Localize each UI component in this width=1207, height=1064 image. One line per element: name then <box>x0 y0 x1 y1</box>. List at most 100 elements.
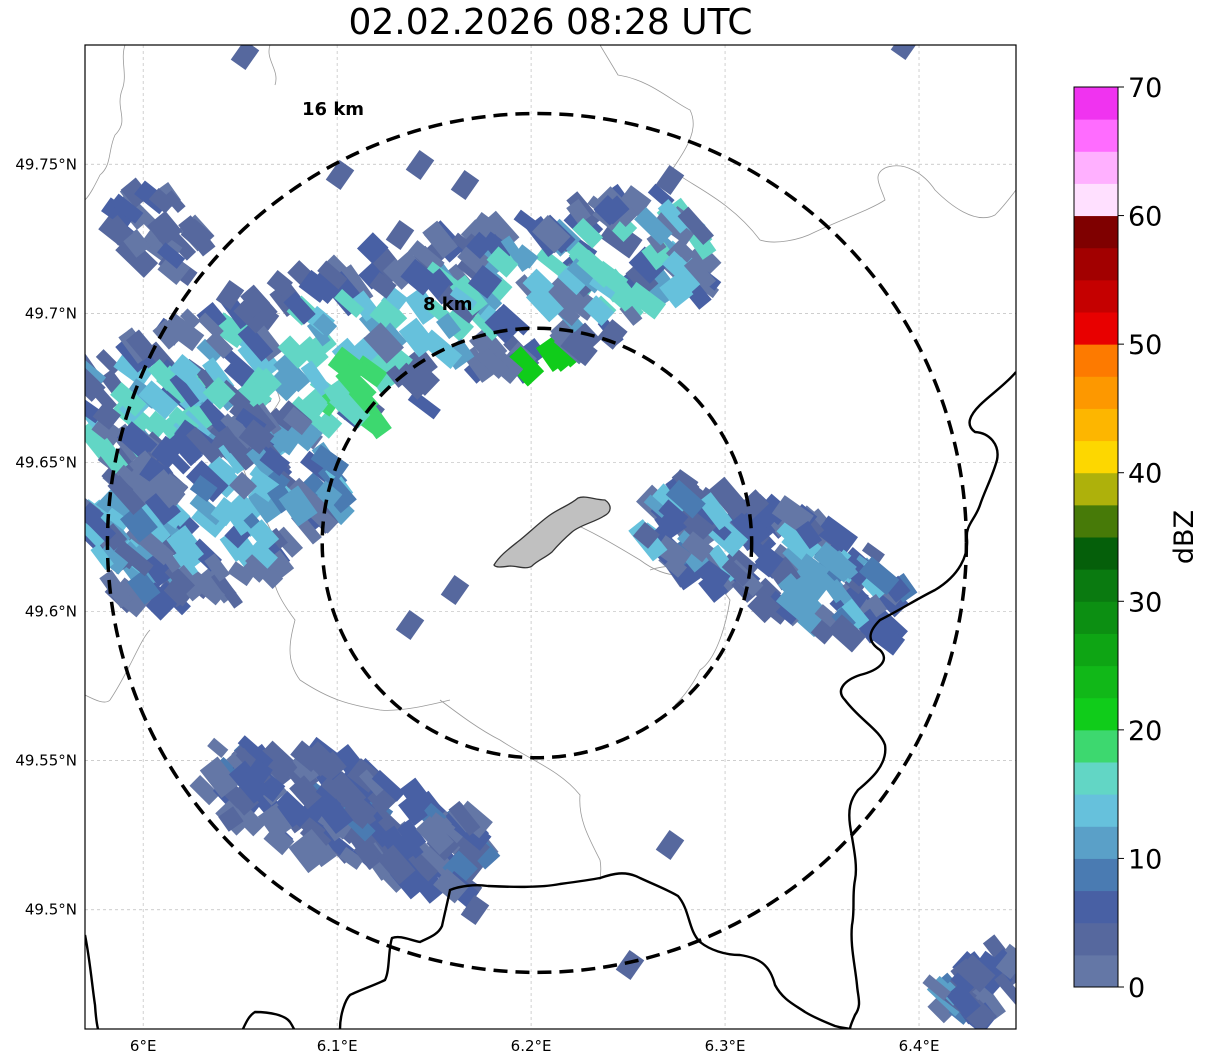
reflectivity-cell <box>371 769 405 802</box>
reflectivity-cell <box>369 272 397 299</box>
reflectivity-cell <box>315 480 343 507</box>
reflectivity-cell <box>102 214 133 246</box>
reflectivity-cell <box>207 737 229 759</box>
colorbar-tick-label: 20 <box>1128 716 1162 747</box>
reflectivity-cell <box>288 833 327 874</box>
page-title: 02.02.2026 08:28 UTC <box>348 2 753 43</box>
reflectivity-cell <box>205 331 234 359</box>
colorbar-bin <box>1074 729 1118 763</box>
reflectivity-cell <box>105 507 131 531</box>
reflectivity-cell <box>535 247 570 279</box>
reflectivity-cell <box>147 210 183 247</box>
reflectivity-cell <box>858 556 900 596</box>
lon-tick-label: 6.4°E <box>899 1037 940 1055</box>
reflectivity-cell <box>927 991 960 1024</box>
reflectivity-cell <box>827 614 867 653</box>
reflectivity-cell <box>196 338 222 364</box>
reflectivity-cell <box>215 280 245 310</box>
reflectivity-cell <box>92 401 122 430</box>
reflectivity-cell <box>560 330 598 367</box>
reflectivity-cell <box>477 348 510 379</box>
reflectivity-cell <box>861 542 885 563</box>
reflectivity-cell <box>382 258 414 290</box>
reflectivity-cell <box>356 232 389 264</box>
reflectivity-cell <box>342 793 378 829</box>
reflectivity-cell <box>196 398 234 436</box>
reflectivity-cell <box>655 165 685 195</box>
lat-tick-label: 49.65°N <box>15 453 77 471</box>
reflectivity-cell <box>162 312 205 352</box>
reflectivity-cell <box>525 283 564 323</box>
reflectivity-cell <box>169 373 200 408</box>
reflectivity-cell <box>659 273 694 309</box>
reflectivity-cell <box>531 214 571 254</box>
colorbar-bin <box>1074 472 1118 506</box>
reflectivity-cell <box>436 312 462 340</box>
reflectivity-cell <box>576 249 617 288</box>
reflectivity-cell <box>404 286 441 325</box>
country-borders <box>85 371 1016 1029</box>
colorbar-bin <box>1074 826 1118 859</box>
colorbar-bin <box>1074 376 1118 409</box>
colorbar-unit-label: dBZ <box>1169 510 1200 564</box>
reflectivity-cell <box>127 478 155 505</box>
range-ring-16km <box>105 111 969 975</box>
reflectivity-cell <box>247 519 280 552</box>
reflectivity-cell <box>110 193 144 224</box>
reflectivity-cell <box>199 756 240 799</box>
reflectivity-cell <box>127 569 161 605</box>
reflectivity-cell <box>486 246 519 278</box>
lon-tick-label: 6.3°E <box>705 1037 746 1055</box>
reflectivity-cell <box>283 291 316 325</box>
reflectivity-cell <box>221 347 258 382</box>
reflectivity-cell <box>593 195 625 226</box>
lat-tick-label: 49.6°N <box>25 603 77 621</box>
reflectivity-cell <box>202 376 236 410</box>
reflectivity-cell <box>572 322 602 351</box>
reflectivity-cell <box>771 495 814 534</box>
reflectivity-cell <box>655 830 685 860</box>
reflectivity-cell <box>230 45 260 70</box>
reflectivity-cell <box>890 45 920 60</box>
reflectivity-cell <box>813 541 857 583</box>
reflectivity-cell <box>442 850 478 886</box>
reflectivity-cell <box>178 215 216 257</box>
reflectivity-cell <box>277 335 311 369</box>
reflectivity-cell <box>157 242 186 269</box>
reflectivity-cell <box>665 238 696 269</box>
reflectivity-cell <box>618 185 652 218</box>
reflectivity-cell <box>251 367 282 399</box>
reflectivity-cell <box>96 539 133 575</box>
reflectivity-cell <box>256 740 300 783</box>
reflectivity-cell <box>237 324 274 362</box>
reflectivity-cell <box>693 557 731 592</box>
reflectivity-cell <box>278 485 318 527</box>
reflectivity-cell <box>248 539 278 569</box>
colorbar-bin <box>1074 601 1118 634</box>
reflectivity-cell <box>625 261 659 296</box>
colorbar-bin <box>1074 119 1118 152</box>
reflectivity-cell <box>318 798 354 835</box>
reflectivity-cell <box>218 806 244 832</box>
reflectivity-cell <box>450 170 480 200</box>
reflectivity-cell <box>657 198 691 234</box>
reflectivity-cell <box>186 426 222 464</box>
reflectivity-cell <box>306 319 331 347</box>
reflectivity-cell <box>266 269 293 296</box>
reflectivity-cell <box>597 319 628 350</box>
reflectivity-cell <box>283 406 313 436</box>
reflectivity-cell <box>277 799 303 828</box>
lon-tick-label: 6°E <box>130 1037 157 1055</box>
reflectivity-cell <box>300 360 332 397</box>
reflectivity-cell <box>994 972 1016 1009</box>
colorbar-tick-label: 10 <box>1128 844 1162 875</box>
reflectivity-cell <box>363 322 404 364</box>
reflectivity-cell <box>795 520 823 550</box>
reflectivity-cell <box>405 150 435 180</box>
colorbar-frame <box>1073 86 1119 988</box>
ring-label-16km: 16 km <box>302 99 364 120</box>
reflectivity-cell <box>122 228 151 258</box>
colorbar-tick-label: 40 <box>1128 459 1162 490</box>
reflectivity-cell <box>229 471 258 500</box>
reflectivity-cell <box>168 432 196 461</box>
